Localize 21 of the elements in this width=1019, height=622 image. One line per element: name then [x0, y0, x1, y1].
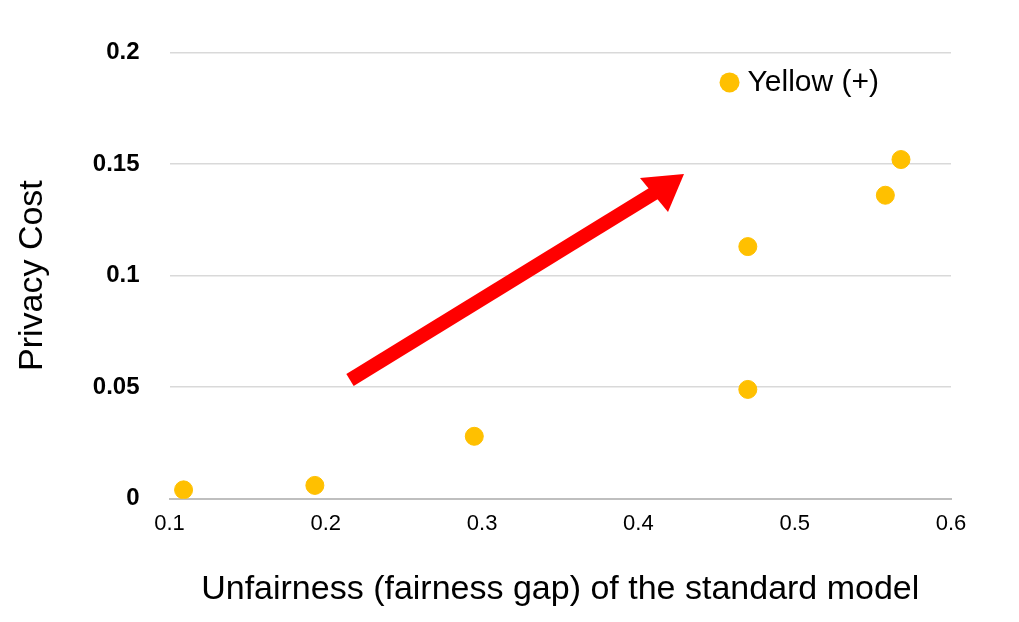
point	[464, 426, 484, 446]
y-tick-label: 0.1	[106, 260, 140, 288]
y-tick-label: 0.15	[92, 148, 140, 176]
point	[305, 475, 325, 495]
x-tick-label: 0.5	[779, 510, 810, 536]
x-tick-label: 0.1	[154, 510, 185, 536]
y-axis-title: Privacy Cost	[10, 179, 49, 372]
x-tick-label: 0.4	[623, 510, 654, 536]
legend-label: Yellow (+)	[747, 63, 880, 97]
point	[174, 480, 194, 499]
y-tick-label: 0	[126, 483, 140, 511]
x-tick-label: 0.3	[466, 510, 498, 536]
y-tick-label: 0.2	[106, 37, 140, 65]
x-tick-label: 0.6	[935, 510, 967, 536]
point	[891, 150, 911, 170]
x-axis-title: Unfairness (fairness gap) of the standard model	[201, 567, 920, 606]
x-tick-label: 0.2	[310, 510, 342, 536]
point	[738, 237, 758, 257]
y-tick-label: 0.05	[92, 371, 140, 399]
point	[738, 379, 758, 399]
point	[875, 185, 895, 205]
